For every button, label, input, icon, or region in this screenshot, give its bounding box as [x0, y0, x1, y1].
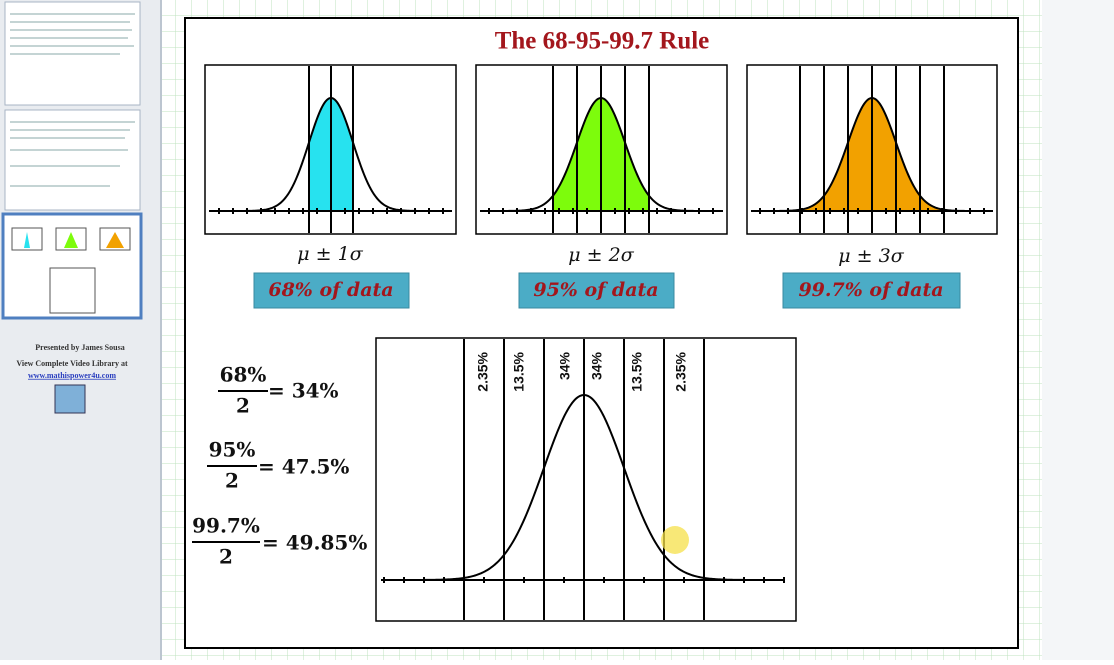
result: = 49.85%: [262, 531, 367, 555]
panel-caption: 99.7% of data: [798, 279, 943, 301]
panel-label: μ ± 3σ: [838, 245, 904, 267]
region-label: 13.5%: [511, 351, 527, 391]
thumbnail-lines: [10, 13, 135, 187]
denominator: 2: [219, 545, 233, 569]
result: = 34%: [268, 379, 339, 403]
region-label: 34%: [557, 351, 573, 380]
denominator: 2: [236, 394, 250, 418]
region-label: 13.5%: [629, 351, 645, 391]
logo: [54, 384, 86, 414]
thumbnail[interactable]: [4, 109, 141, 211]
cursor: [661, 526, 689, 554]
sidebar-text: Presented by James Sousa: [35, 343, 124, 352]
caption-box: [518, 272, 675, 309]
sidebar-text: View Complete Video Library at: [16, 359, 128, 368]
panel-caption: 95% of data: [533, 279, 658, 301]
graph-box: [375, 337, 797, 622]
slide-title: The 68-95-99.7 Rule: [495, 28, 710, 55]
panel-label: μ ± 2σ: [568, 244, 634, 266]
margin: [1042, 0, 1114, 660]
region-label: 2.35%: [673, 351, 689, 391]
denominator: 2: [225, 469, 239, 493]
panel-label: μ ± 1σ: [297, 243, 363, 265]
caption-box: [253, 272, 410, 309]
divider: [160, 0, 162, 660]
numerator: 99.7%: [192, 514, 260, 538]
numerator: 68%: [220, 363, 267, 387]
panel-caption: 68% of data: [268, 279, 393, 301]
sidebar-link[interactable]: www.mathispower4u.com: [28, 371, 116, 380]
region-label: 34%: [589, 351, 605, 380]
region-label: 2.35%: [475, 351, 491, 391]
thumbnail-graphs: [11, 227, 131, 314]
numerator: 95%: [209, 438, 256, 462]
caption-box: [782, 272, 961, 309]
result: = 47.5%: [258, 455, 349, 479]
